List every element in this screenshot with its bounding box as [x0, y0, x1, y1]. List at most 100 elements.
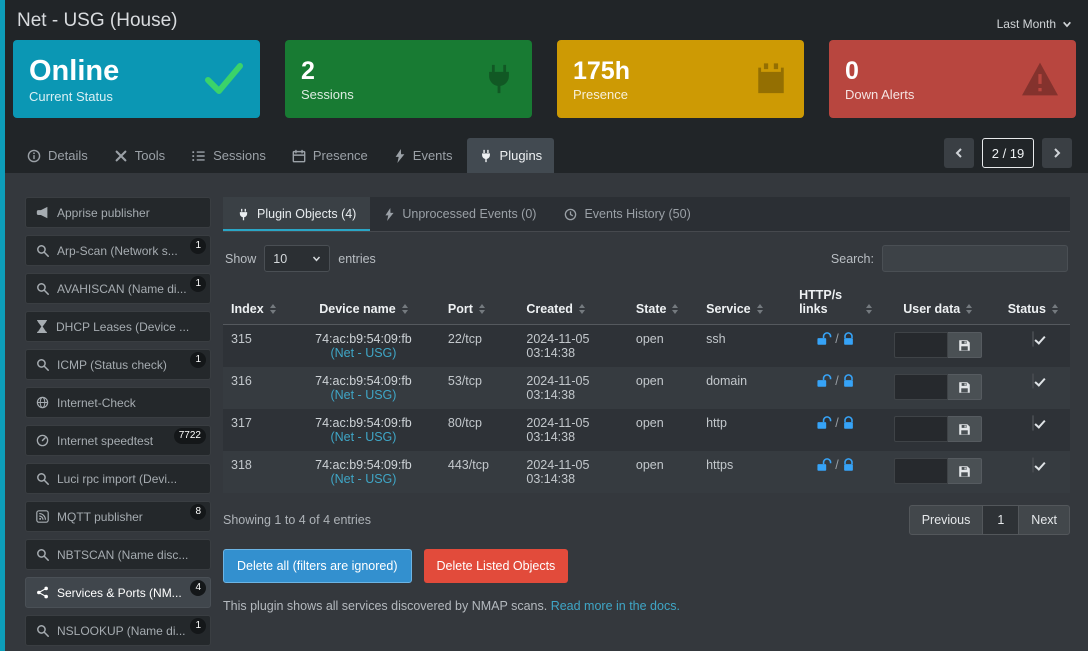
tab-events-history[interactable]: Events History (50)	[550, 197, 704, 231]
user-data-input[interactable]	[893, 332, 948, 358]
info-icon	[27, 149, 41, 162]
search-icon	[37, 245, 49, 257]
column-header-device-name[interactable]: Device name	[287, 283, 440, 325]
sidebar-item-nbtscan[interactable]: NBTSCAN (Name disc...	[25, 539, 211, 570]
user-data-input[interactable]	[893, 458, 948, 484]
docs-link[interactable]: Read more in the docs.	[550, 599, 680, 613]
count-badge: 1	[190, 276, 206, 292]
tab-label: Events History (50)	[584, 207, 691, 221]
lock-open-icon[interactable]	[816, 416, 832, 430]
count-badge: 7722	[173, 428, 206, 444]
device-link[interactable]: (Net - USG)	[330, 472, 397, 486]
next-device-button[interactable]	[1042, 138, 1072, 168]
prev-device-button[interactable]	[944, 138, 974, 168]
tab-label: Sessions	[213, 148, 266, 163]
card-label: Current Status	[29, 89, 113, 105]
sidebar-item-services-ports[interactable]: Services & Ports (NM... 4	[25, 577, 211, 608]
tab-unprocessed-events[interactable]: Unprocessed Events (0)	[370, 197, 550, 231]
sidebar-item-apprise-publisher[interactable]: Apprise publisher	[25, 197, 211, 228]
next-page-button[interactable]: Next	[1018, 505, 1070, 535]
created-date: 2024-11-05	[526, 332, 590, 346]
sidebar-item-luci-rpc-import[interactable]: Luci rpc import (Devi...	[25, 463, 211, 494]
status-checkbox-checked[interactable]	[1031, 457, 1034, 473]
cell-status	[996, 367, 1070, 409]
save-user-data-button[interactable]	[947, 416, 982, 442]
cell-device-name: 74:ac:b9:54:09:fb (Net - USG)	[287, 367, 440, 409]
plugin-tabbar: Plugin Objects (4) Unprocessed Events (0…	[223, 197, 1070, 232]
tab-details[interactable]: Details	[15, 138, 100, 173]
status-checkbox-checked[interactable]	[1031, 373, 1034, 389]
plug-icon	[481, 149, 490, 162]
column-header-port[interactable]: Port	[439, 283, 519, 325]
tab-sessions[interactable]: Sessions	[179, 138, 278, 173]
table-row: 315 74:ac:b9:54:09:fb (Net - USG) 22/tcp…	[223, 324, 1070, 368]
column-header-status[interactable]: Status	[995, 283, 1070, 325]
page-number-button[interactable]: 1	[983, 505, 1019, 535]
column-header-https-links[interactable]: HTTP/s links	[791, 283, 880, 325]
delete-listed-button[interactable]: Delete Listed Objects	[423, 549, 569, 583]
column-header-user-data[interactable]: User data	[879, 283, 996, 325]
cell-port: 22/tcp	[447, 332, 482, 346]
tab-plugins[interactable]: Plugins	[466, 138, 555, 173]
lock-open-icon[interactable]	[816, 332, 832, 346]
sidebar-item-label: DHCP Leases (Device ...	[56, 319, 190, 334]
sidebar-item-arp-scan[interactable]: Arp-Scan (Network s... 1	[25, 235, 211, 266]
lock-closed-icon[interactable]	[842, 416, 855, 430]
calendar-icon	[292, 149, 306, 162]
entries-select[interactable]: 10	[264, 245, 331, 272]
cell-status	[996, 325, 1070, 368]
lock-closed-icon[interactable]	[842, 374, 855, 388]
left-accent-strip	[0, 0, 5, 651]
lock-open-icon[interactable]	[816, 458, 832, 472]
search-label: Search:	[830, 251, 874, 266]
count-badge: 1	[190, 352, 206, 368]
card-value: 2	[301, 57, 315, 85]
list-icon	[192, 150, 205, 161]
status-checkbox-checked[interactable]	[1031, 415, 1034, 431]
column-header-service[interactable]: Service	[698, 283, 792, 325]
save-user-data-button[interactable]	[947, 332, 982, 358]
user-data-input[interactable]	[893, 416, 948, 442]
save-user-data-button[interactable]	[947, 458, 982, 484]
cell-port: 53/tcp	[447, 374, 482, 388]
save-user-data-button[interactable]	[947, 374, 982, 400]
globe-icon	[36, 396, 49, 409]
cell-state: open	[635, 332, 664, 346]
sidebar-item-icmp[interactable]: ICMP (Status check) 1	[25, 349, 211, 380]
sidebar-item-nslookup[interactable]: NSLOOKUP (Name di... 1	[25, 615, 211, 646]
cell-created: 2024-11-05 03:14:38	[518, 451, 627, 493]
table-pagination: Previous 1 Next	[908, 505, 1070, 535]
column-header-created[interactable]: Created	[518, 283, 628, 325]
delete-all-button[interactable]: Delete all (filters are ignored)	[223, 549, 412, 583]
lock-closed-icon[interactable]	[842, 458, 855, 472]
lock-closed-icon[interactable]	[842, 332, 855, 346]
sidebar-item-label: Internet speedtest	[57, 433, 154, 448]
tab-events[interactable]: Events	[382, 138, 465, 173]
sidebar-item-label: Luci rpc import (Devi...	[57, 471, 178, 486]
column-header-index[interactable]: Index	[223, 283, 288, 325]
sidebar-item-label: ICMP (Status check)	[57, 357, 167, 372]
column-header-state[interactable]: State	[627, 283, 699, 325]
device-link[interactable]: (Net - USG)	[330, 388, 397, 402]
device-link[interactable]: (Net - USG)	[330, 346, 397, 360]
cell-index: 318	[231, 458, 252, 472]
lock-open-icon[interactable]	[816, 374, 832, 388]
sidebar-item-internet-speedtest[interactable]: Internet speedtest 7722	[25, 425, 211, 456]
cell-service: http	[706, 416, 727, 430]
status-checkbox-checked[interactable]	[1031, 331, 1034, 347]
previous-page-button[interactable]: Previous	[908, 505, 984, 535]
tab-presence[interactable]: Presence	[280, 138, 380, 173]
tab-plugin-objects[interactable]: Plugin Objects (4)	[223, 197, 371, 231]
sidebar-item-internet-check[interactable]: Internet-Check	[25, 387, 211, 418]
sidebar-item-mqtt-publisher[interactable]: MQTT publisher 8	[25, 501, 211, 532]
tab-label: Plugins	[499, 148, 543, 163]
period-selector[interactable]: Last Month	[997, 11, 1072, 31]
search-input[interactable]	[882, 245, 1068, 272]
user-data-input[interactable]	[893, 374, 948, 400]
device-link[interactable]: (Net - USG)	[330, 430, 397, 444]
sort-icon	[756, 304, 763, 316]
sidebar-item-dhcp-leases[interactable]: DHCP Leases (Device ...	[25, 311, 211, 342]
plugin-description-text: This plugin shows all services discovere…	[223, 599, 548, 613]
sidebar-item-avahiscan[interactable]: AVAHISCAN (Name di... 1	[25, 273, 211, 304]
tab-tools[interactable]: Tools	[102, 138, 177, 173]
